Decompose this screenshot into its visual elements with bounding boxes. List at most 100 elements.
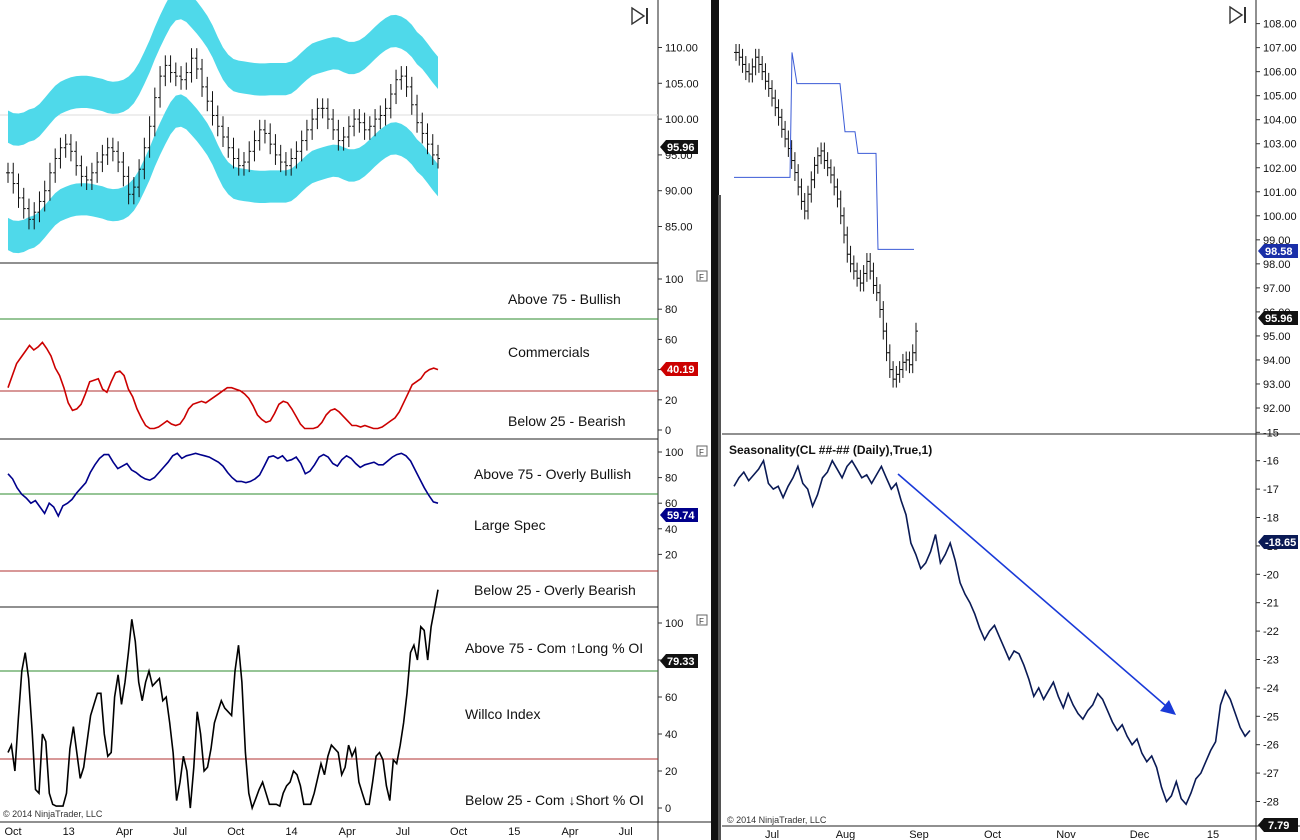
commercials-line bbox=[7, 341, 439, 430]
price-bar bbox=[878, 284, 882, 318]
right-scroll-end-icon[interactable] bbox=[1229, 5, 1246, 25]
price-bar bbox=[79, 155, 84, 187]
price-bar bbox=[168, 55, 173, 83]
tick-label: 106.00 bbox=[1263, 67, 1297, 79]
svg-text:98.58: 98.58 bbox=[1265, 246, 1293, 258]
price-bar bbox=[887, 344, 892, 378]
svg-text:95.96: 95.96 bbox=[667, 142, 695, 154]
price-bar bbox=[215, 105, 220, 137]
price-bar bbox=[68, 134, 73, 162]
svg-text:7.79: 7.79 bbox=[1268, 820, 1289, 832]
x-label: Aug bbox=[836, 829, 856, 840]
price-bar bbox=[914, 322, 918, 362]
price-bar bbox=[750, 58, 755, 83]
scrollbar[interactable] bbox=[718, 195, 721, 840]
tick-label: 103.00 bbox=[1263, 139, 1297, 151]
indicator-lines bbox=[7, 341, 439, 811]
price-bar bbox=[786, 130, 791, 157]
price-bar bbox=[304, 119, 309, 151]
price-bar bbox=[910, 344, 915, 374]
willco-panel-button[interactable]: F bbox=[696, 614, 708, 626]
price-bar bbox=[262, 119, 267, 144]
price-bar bbox=[231, 137, 236, 169]
window-divider[interactable] bbox=[711, 0, 719, 840]
left-copyright: © 2014 NinjaTrader, LLC bbox=[3, 809, 103, 819]
price-bar bbox=[184, 62, 189, 90]
price-bar bbox=[194, 48, 199, 79]
price-bar bbox=[367, 116, 372, 140]
right-copyright: © 2014 NinjaTrader, LLC bbox=[727, 815, 827, 825]
price-bar bbox=[874, 277, 879, 302]
left-price-axes bbox=[0, 0, 711, 840]
price-bar bbox=[740, 48, 745, 73]
x-label: Apr bbox=[116, 826, 133, 838]
price-bar bbox=[126, 166, 131, 205]
tick-label: 80 bbox=[665, 304, 677, 316]
x-label: Apr bbox=[561, 826, 578, 838]
large-spec-lower-label: Below 25 - Overly Bearish bbox=[474, 582, 636, 598]
daily-price-bars bbox=[734, 44, 918, 388]
x-label: 14 bbox=[285, 826, 297, 838]
price-bar bbox=[809, 171, 814, 203]
willco-line bbox=[7, 589, 439, 811]
price-bar bbox=[205, 76, 210, 112]
seasonality-secondary-badge: 7.79 bbox=[1258, 818, 1298, 832]
willco-lower-label: Below 25 - Com ↓Short % OI bbox=[465, 792, 644, 808]
price-bar bbox=[792, 152, 797, 181]
stop-step-line bbox=[734, 52, 914, 250]
price-bar bbox=[861, 265, 866, 292]
price-bar bbox=[26, 198, 31, 230]
price-bar bbox=[189, 48, 194, 83]
price-bar bbox=[747, 63, 752, 83]
price-bar bbox=[283, 152, 288, 176]
x-label: Jul bbox=[396, 826, 410, 838]
tick-label: -25 bbox=[1263, 711, 1279, 723]
large-spec-title: Large Spec bbox=[474, 517, 546, 533]
price-bar bbox=[394, 69, 399, 105]
scroll-end-icon[interactable] bbox=[631, 6, 648, 26]
price-bar bbox=[842, 207, 846, 244]
price-bar bbox=[796, 164, 801, 196]
right-x-axis-labels: Jul Aug Sep Oct Nov Dec 15 bbox=[765, 829, 1219, 840]
tick-label: 99.00 bbox=[1263, 235, 1291, 247]
price-bar bbox=[806, 185, 810, 220]
price-bar bbox=[310, 109, 315, 140]
price-bar bbox=[289, 148, 294, 176]
left-x-axis-labels: Oct 13 Apr Jul Oct 14 Apr Jul Oct 15 Apr Jul bbox=[4, 826, 632, 838]
price-bar bbox=[838, 190, 843, 225]
tick-label: -16 bbox=[1263, 456, 1279, 468]
price-bar bbox=[241, 152, 246, 176]
price-bar bbox=[89, 162, 94, 190]
tick-label: 101.00 bbox=[1263, 187, 1297, 199]
price-bar bbox=[756, 48, 761, 73]
price-bar bbox=[247, 141, 252, 173]
tick-label: 90.00 bbox=[665, 186, 693, 198]
commercials-lower-label: Below 25 - Bearish bbox=[508, 413, 626, 429]
willco-upper-label: Above 75 - Com ↑Long % OI bbox=[465, 640, 643, 656]
tick-label: 80 bbox=[665, 473, 677, 485]
tick-label: 60 bbox=[665, 334, 677, 346]
tick-label: 0 bbox=[665, 425, 671, 437]
large-spec-panel-button[interactable]: F bbox=[696, 445, 708, 457]
seasonality-path bbox=[733, 458, 1251, 806]
svg-text:59.74: 59.74 bbox=[667, 510, 695, 522]
x-label: Nov bbox=[1056, 829, 1076, 840]
price-bar bbox=[357, 109, 362, 133]
tick-label: -21 bbox=[1263, 598, 1279, 610]
price-bar bbox=[864, 253, 869, 282]
price-bar bbox=[278, 144, 283, 173]
price-bar bbox=[362, 112, 367, 140]
price-bar bbox=[37, 191, 42, 223]
left-tick-labels: 110.00105.00100.0095.0090.0085.001008060… bbox=[658, 42, 699, 815]
tick-label: 100 bbox=[665, 447, 683, 459]
lower-band bbox=[8, 94, 438, 254]
price-bar bbox=[325, 98, 330, 130]
x-label: 15 bbox=[508, 826, 520, 838]
tick-label: -23 bbox=[1263, 654, 1279, 666]
x-label: Oct bbox=[4, 826, 21, 838]
tick-label: 102.00 bbox=[1263, 163, 1297, 175]
price-bar bbox=[763, 63, 768, 90]
price-bar bbox=[845, 226, 850, 263]
commercials-panel-button[interactable]: F bbox=[696, 270, 708, 282]
price-bar bbox=[904, 351, 909, 371]
